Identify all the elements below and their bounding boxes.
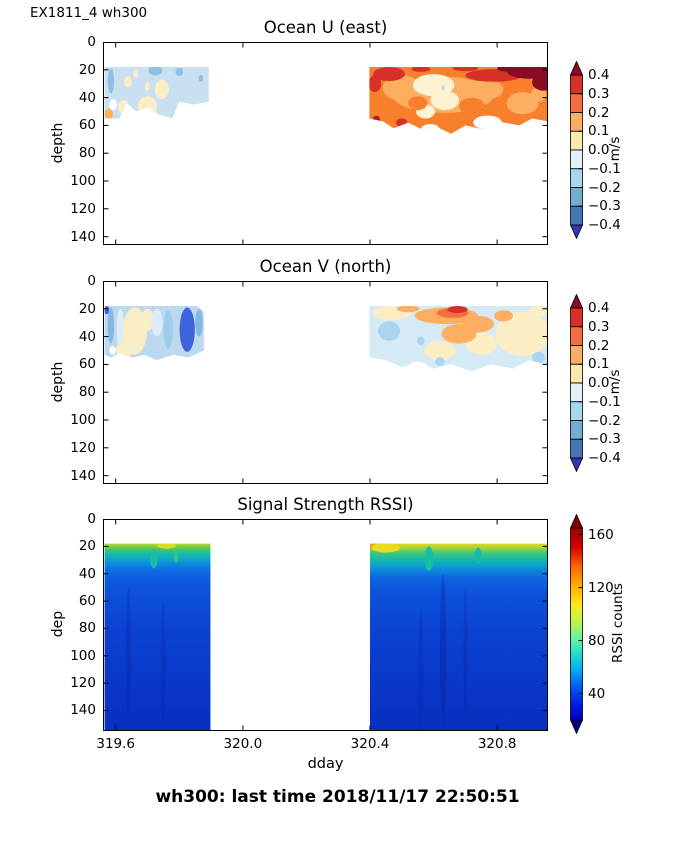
colorbar-tick-label-ocean-v: 0.3 <box>588 318 610 335</box>
plot-area-ocean-u <box>103 42 548 245</box>
y-tick-label-ocean-v: 20 <box>78 300 96 317</box>
colorbar-label-ocean-u: m/s <box>607 136 623 162</box>
x-tick-label-rssi: 320.4 <box>350 736 390 752</box>
plot-area-ocean-v <box>103 281 548 484</box>
axes-ocean-v <box>103 281 548 484</box>
y-tick-label-ocean-u: 140 <box>70 228 96 245</box>
colorbar-tick-label-ocean-u: 0.2 <box>588 104 610 121</box>
colorbar-tick-label-ocean-u: 0.4 <box>588 67 610 83</box>
footer-status: wh300: last time 2018/11/17 22:50:51 <box>155 787 520 807</box>
colorbar-svg-rssi <box>570 514 583 734</box>
axes-rssi <box>103 519 548 731</box>
y-tick-label-rssi: 140 <box>70 702 96 719</box>
y-tick-label-ocean-u: 40 <box>78 89 96 106</box>
colorbar-tick-label-ocean-v: 0.4 <box>588 300 610 316</box>
y-tick-label-ocean-u: 0 <box>87 34 96 50</box>
y-tick-label-rssi: 100 <box>70 647 96 664</box>
colorbar-ocean-u <box>570 61 583 239</box>
colorbar-tick-label-ocean-u: 0.0 <box>588 142 610 158</box>
y-tick-label-ocean-u: 80 <box>78 145 96 162</box>
colorbar-tick-label-ocean-v: −0.1 <box>588 393 621 410</box>
y-tick-label-rssi: 60 <box>78 593 96 610</box>
colorbar-tick-label-rssi: 40 <box>588 685 606 702</box>
colorbar-tick-label-ocean-u: 0.1 <box>588 123 610 140</box>
colorbar-ocean-v <box>570 294 583 472</box>
axes-ocean-u <box>103 42 548 245</box>
y-tick-label-ocean-u: 60 <box>78 117 96 134</box>
colorbar-tick-label-ocean-u: −0.1 <box>588 160 621 177</box>
plot-title-ocean-u: Ocean U (east) <box>263 18 388 37</box>
colorbar-tick-label-ocean-v: −0.4 <box>588 450 621 466</box>
colorbar-tick-label-ocean-u: −0.2 <box>588 179 621 196</box>
colorbar-tick-label-ocean-u: −0.3 <box>588 198 621 215</box>
y-tick-label-ocean-v: 80 <box>78 384 96 401</box>
colorbar-rssi <box>570 514 583 734</box>
y-tick-label-ocean-u: 20 <box>78 61 96 78</box>
colorbar-tick-label-ocean-v: 0.0 <box>588 375 610 391</box>
y-tick-label-ocean-u: 120 <box>70 200 96 217</box>
y-tick-label-rssi: 0 <box>87 511 96 527</box>
y-axis-label-ocean-v: depth <box>50 361 66 402</box>
y-tick-label-rssi: 40 <box>78 565 96 582</box>
plot-title-rssi: Signal Strength RSSI) <box>237 495 414 514</box>
colorbar-label-ocean-v: m/s <box>607 369 623 395</box>
y-tick-label-ocean-v: 120 <box>70 439 96 456</box>
plot-title-ocean-v: Ocean V (north) <box>259 257 392 276</box>
y-axis-label-ocean-u: depth <box>50 122 66 163</box>
y-tick-label-ocean-v: 60 <box>78 356 96 373</box>
colorbar-tick-label-rssi: 120 <box>588 579 614 596</box>
colorbar-tick-label-rssi: 80 <box>588 632 606 649</box>
y-tick-label-rssi: 120 <box>70 675 96 692</box>
colorbar-tick-label-ocean-v: −0.3 <box>588 431 621 448</box>
colorbar-tick-label-ocean-u: 0.3 <box>588 85 610 102</box>
figure-label: EX1811_4 wh300 <box>30 5 148 21</box>
y-tick-label-ocean-v: 140 <box>70 467 96 484</box>
x-tick-label-rssi: 319.6 <box>96 736 136 752</box>
y-tick-label-ocean-u: 100 <box>70 173 96 190</box>
colorbar-svg-ocean-v <box>570 294 583 472</box>
y-tick-label-rssi: 80 <box>78 620 96 637</box>
colorbar-tick-label-rssi: 160 <box>588 526 614 543</box>
colorbar-tick-label-ocean-v: 0.1 <box>588 356 610 373</box>
colorbar-label-rssi: RSSI counts <box>610 583 626 663</box>
colorbar-tick-label-ocean-v: −0.2 <box>588 412 621 429</box>
x-axis-label: dday <box>307 756 344 772</box>
plot-area-rssi <box>103 519 548 731</box>
y-tick-label-ocean-v: 100 <box>70 412 96 429</box>
y-tick-label-ocean-v: 0 <box>87 273 96 289</box>
colorbar-svg-ocean-u <box>570 61 583 239</box>
x-tick-label-rssi: 320.0 <box>223 736 263 752</box>
y-tick-label-ocean-v: 40 <box>78 328 96 345</box>
y-tick-label-rssi: 20 <box>78 538 96 555</box>
colorbar-tick-label-ocean-u: −0.4 <box>588 217 621 233</box>
colorbar-tick-label-ocean-v: 0.2 <box>588 337 610 354</box>
x-tick-label-rssi: 320.8 <box>477 736 517 752</box>
